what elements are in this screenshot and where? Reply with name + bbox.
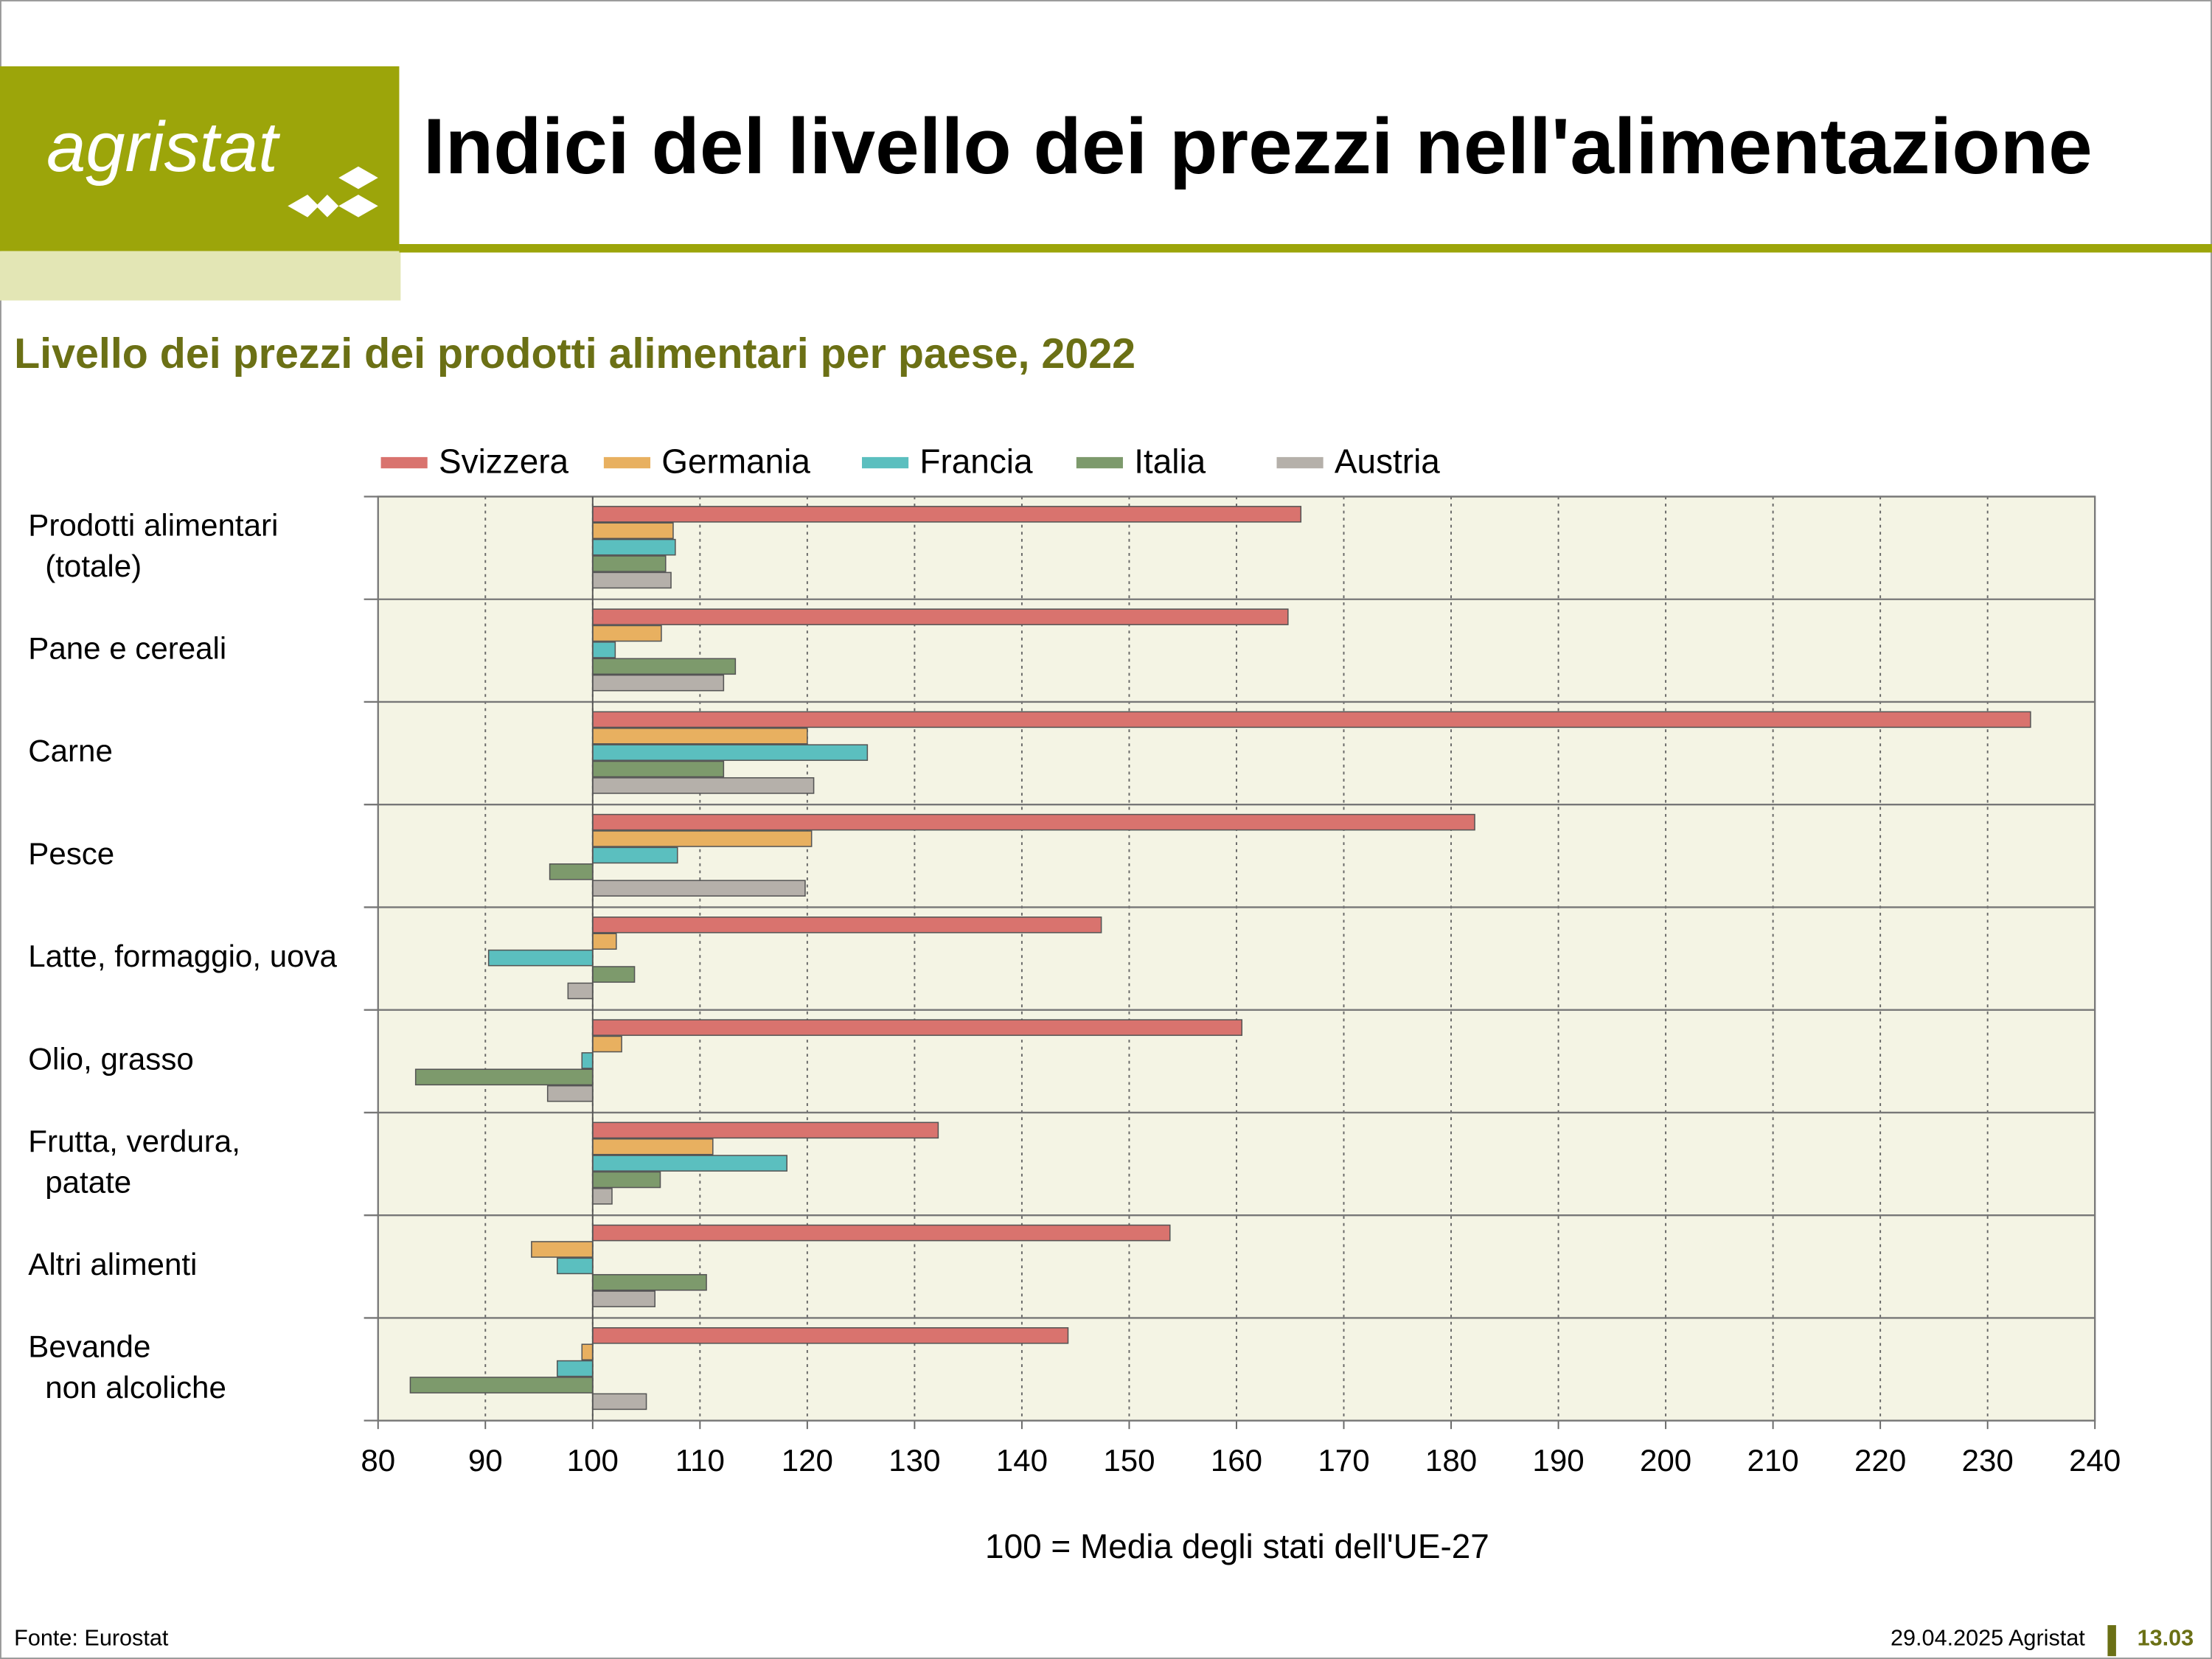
- bar: [592, 538, 676, 556]
- legend-swatch: [862, 456, 909, 469]
- legend-label: Austria: [1335, 442, 1440, 481]
- x-axis-label: 100 = Media degli stati dell'UE-27: [985, 1527, 1489, 1565]
- bar: [592, 1188, 613, 1205]
- bar: [592, 1035, 622, 1053]
- logo-box: [0, 66, 400, 251]
- bar: [414, 1068, 594, 1086]
- page-marker: [2107, 1625, 2116, 1657]
- x-tick-label: 80: [361, 1443, 395, 1478]
- bar: [581, 1052, 594, 1069]
- legend-label: Italia: [1134, 442, 1206, 481]
- bar: [592, 522, 674, 540]
- source: Fonte: Eurostat: [14, 1625, 169, 1650]
- bar: [592, 727, 808, 745]
- bar: [592, 1273, 707, 1291]
- bar: [592, 1327, 1069, 1344]
- bar: [592, 641, 616, 658]
- bar: [592, 1290, 655, 1307]
- bar: [592, 571, 672, 589]
- x-tick-label: 140: [996, 1443, 1048, 1478]
- bar: [546, 1085, 594, 1102]
- y-tick-label: Latte, formaggio, uova: [28, 939, 337, 973]
- bar: [592, 1171, 661, 1189]
- bar: [557, 1360, 594, 1377]
- y-tick-label: Carne: [28, 734, 113, 768]
- bar: [592, 917, 1102, 933]
- bar: [592, 1224, 1171, 1242]
- bar: [549, 863, 594, 880]
- x-tick-label: 220: [1854, 1443, 1906, 1478]
- x-tick-label: 160: [1211, 1443, 1262, 1478]
- bar: [592, 674, 725, 692]
- bar: [581, 1343, 594, 1361]
- bar: [487, 949, 594, 967]
- y-tick-label: Pesce: [28, 836, 114, 871]
- bar: [592, 555, 667, 572]
- bar: [592, 846, 678, 864]
- bar: [592, 625, 662, 642]
- y-tick-label: Pane e cereali: [28, 630, 226, 665]
- bar: [592, 933, 617, 950]
- y-tick-label: Altri alimenti: [28, 1247, 197, 1281]
- bar: [592, 830, 813, 847]
- x-tick-label: 150: [1103, 1443, 1155, 1478]
- x-tick-label: 210: [1747, 1443, 1799, 1478]
- bar: [592, 813, 1475, 831]
- legend-label: Germania: [661, 442, 810, 481]
- x-tick-label: 230: [1962, 1443, 2014, 1478]
- bar: [592, 777, 815, 794]
- page-number: 13.03: [2138, 1625, 2194, 1650]
- x-tick-label: 200: [1640, 1443, 1691, 1478]
- logo-text: agristat: [46, 108, 280, 187]
- bar: [592, 1121, 939, 1139]
- x-tick-label: 90: [468, 1443, 503, 1478]
- y-tick-label: Bevande non alcoliche: [28, 1329, 226, 1404]
- bar: [592, 506, 1302, 523]
- bar: [409, 1377, 594, 1394]
- chart-title: Livello dei prezzi dei prodotti alimenta…: [14, 330, 1135, 378]
- bar: [592, 880, 806, 897]
- page-title: Indici del livello dei prezzi nell'alime…: [423, 102, 2093, 190]
- bar: [531, 1241, 594, 1258]
- bar: [592, 1393, 647, 1411]
- bar: [592, 658, 737, 675]
- legend-swatch: [380, 456, 428, 469]
- legend-label: Svizzera: [439, 442, 568, 481]
- x-tick-label: 180: [1425, 1443, 1477, 1478]
- header-rule: [399, 243, 2212, 253]
- legend-swatch: [1276, 456, 1324, 469]
- y-tick-label: Prodotti alimentari (totale): [28, 507, 278, 582]
- bar: [567, 982, 594, 1000]
- bar: [592, 711, 2031, 728]
- legend-swatch: [603, 456, 651, 469]
- y-tick-label: Frutta, verdura, patate: [28, 1124, 240, 1199]
- legend-swatch: [1076, 456, 1123, 469]
- x-tick-label: 100: [567, 1443, 619, 1478]
- x-tick-label: 110: [675, 1443, 725, 1478]
- bar: [592, 608, 1289, 625]
- x-tick-label: 240: [2069, 1443, 2121, 1478]
- plot-frame: [377, 495, 2096, 1422]
- bar: [592, 760, 725, 778]
- bar: [592, 744, 869, 761]
- y-tick-label: Olio, grasso: [28, 1041, 194, 1076]
- bar: [592, 1019, 1243, 1036]
- bar: [592, 1155, 787, 1172]
- bar: [592, 1138, 714, 1155]
- x-tick-label: 170: [1318, 1443, 1369, 1478]
- x-tick-label: 130: [888, 1443, 940, 1478]
- bar: [557, 1257, 594, 1275]
- x-tick-label: 190: [1532, 1443, 1584, 1478]
- logo-strip: [0, 251, 401, 301]
- legend-label: Francia: [919, 442, 1033, 481]
- x-tick-label: 120: [782, 1443, 833, 1478]
- date: 29.04.2025 Agristat: [1891, 1625, 2085, 1650]
- bar: [592, 966, 636, 983]
